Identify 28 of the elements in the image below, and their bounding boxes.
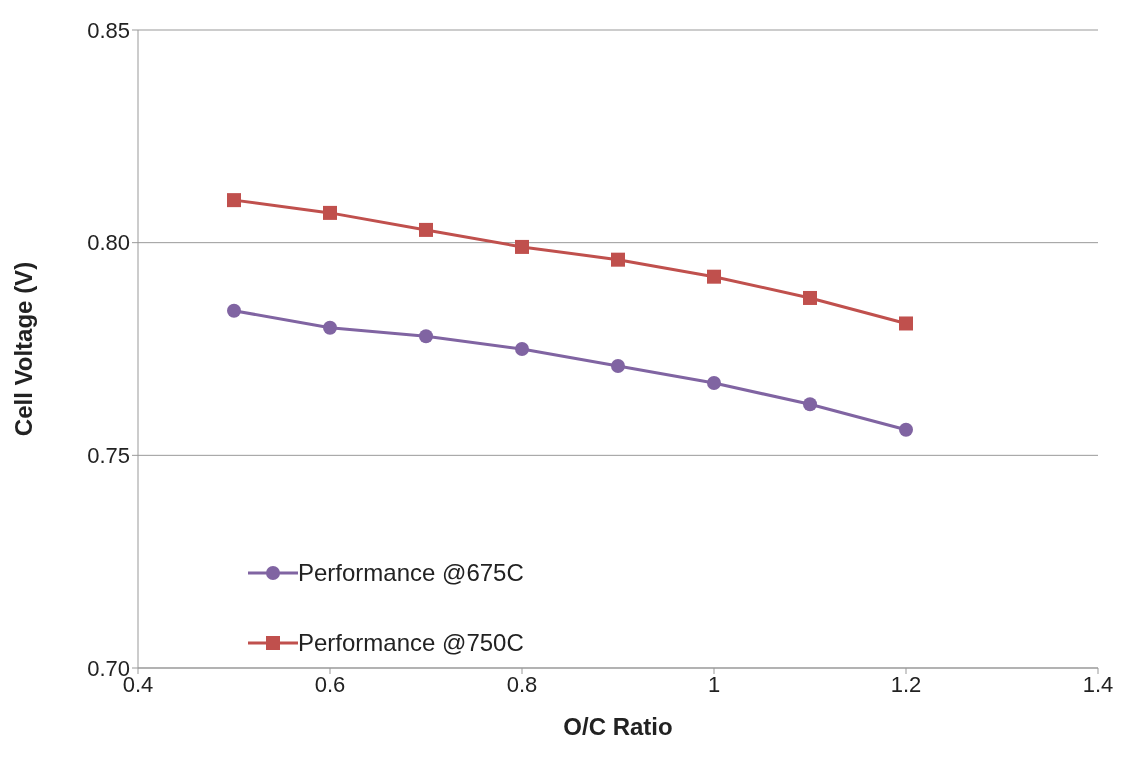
x-axis-title: O/C Ratio [563, 713, 673, 740]
x-tick-label: 1 [707, 671, 721, 697]
point [803, 397, 817, 412]
x-tick-label: 0.8 [506, 671, 538, 697]
y-tick-label: 0.75 [87, 443, 130, 469]
point [419, 222, 433, 237]
legend-label: Performance @750C [298, 629, 524, 657]
point [227, 303, 241, 318]
point [899, 316, 913, 331]
point [515, 239, 529, 254]
x-tick-label: 0.6 [314, 671, 346, 697]
y-tick-label: 0.85 [87, 17, 130, 43]
x-tick-label: 1.4 [1082, 671, 1114, 697]
legend-label: Performance @675C [298, 559, 524, 587]
point [803, 290, 817, 305]
point [515, 342, 529, 356]
point [707, 376, 721, 391]
point [707, 269, 721, 284]
point [323, 320, 337, 335]
point [227, 193, 241, 208]
x-tick-label: 1.2 [890, 671, 922, 697]
point [323, 205, 337, 220]
point [611, 252, 625, 267]
y-axis-title: Cell Voltage (V) [9, 261, 37, 437]
point [611, 359, 625, 374]
point [899, 422, 913, 437]
y-tick-label: 0.80 [87, 230, 130, 256]
point [419, 329, 433, 344]
